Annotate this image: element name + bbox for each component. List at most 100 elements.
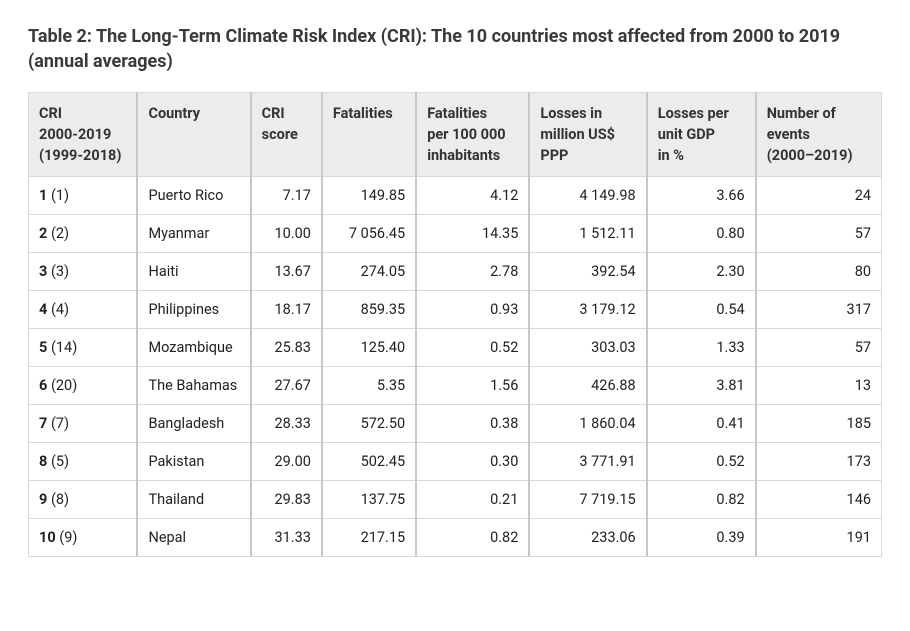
country-cell: Philippines	[137, 291, 250, 329]
column-header: Losses perunit GDPin %	[647, 93, 756, 177]
losses-pct-cell: 2.30	[647, 253, 756, 291]
table-row: 2 (2)Myanmar10.007 056.4514.351 512.110.…	[29, 215, 882, 253]
losses-pct-cell: 3.66	[647, 177, 756, 215]
cri-score-cell: 25.83	[251, 329, 322, 367]
rank-cell: 7 (7)	[29, 405, 138, 443]
table-body: 1 (1)Puerto Rico7.17149.854.124 149.983.…	[29, 177, 882, 557]
fatalities-per100k-cell: 14.35	[416, 215, 529, 253]
losses-pct-cell: 0.52	[647, 443, 756, 481]
fatalities-per100k-cell: 0.52	[416, 329, 529, 367]
losses-pct-cell: 0.82	[647, 481, 756, 519]
fatalities-cell: 137.75	[322, 481, 416, 519]
fatalities-per100k-cell: 1.56	[416, 367, 529, 405]
table-row: 8 (5)Pakistan29.00502.450.303 771.910.52…	[29, 443, 882, 481]
country-cell: Myanmar	[137, 215, 250, 253]
column-header: Fatalities	[322, 93, 416, 177]
column-header: CRIscore	[251, 93, 322, 177]
fatalities-cell: 149.85	[322, 177, 416, 215]
events-cell: 185	[756, 405, 882, 443]
country-cell: Nepal	[137, 519, 250, 557]
column-header: Losses inmillion US$PPP	[529, 93, 646, 177]
column-header: Fatalitiesper 100 000inhabitants	[416, 93, 529, 177]
rank-cell: 8 (5)	[29, 443, 138, 481]
fatalities-per100k-cell: 0.82	[416, 519, 529, 557]
fatalities-cell: 217.15	[322, 519, 416, 557]
cri-score-cell: 31.33	[251, 519, 322, 557]
fatalities-per100k-cell: 0.30	[416, 443, 529, 481]
table-header: CRI2000-2019(1999-2018)CountryCRIscoreFa…	[29, 93, 882, 177]
losses-cell: 4 149.98	[529, 177, 646, 215]
rank-cell: 4 (4)	[29, 291, 138, 329]
losses-pct-cell: 0.80	[647, 215, 756, 253]
fatalities-per100k-cell: 4.12	[416, 177, 529, 215]
country-cell: Bangladesh	[137, 405, 250, 443]
table-row: 9 (8)Thailand29.83137.750.217 719.150.82…	[29, 481, 882, 519]
fatalities-per100k-cell: 2.78	[416, 253, 529, 291]
cri-score-cell: 7.17	[251, 177, 322, 215]
losses-cell: 426.88	[529, 367, 646, 405]
cri-score-cell: 13.67	[251, 253, 322, 291]
column-header: CRI2000-2019(1999-2018)	[29, 93, 138, 177]
cri-score-cell: 10.00	[251, 215, 322, 253]
table-row: 4 (4)Philippines18.17859.350.933 179.120…	[29, 291, 882, 329]
losses-pct-cell: 0.54	[647, 291, 756, 329]
losses-pct-cell: 1.33	[647, 329, 756, 367]
fatalities-cell: 859.35	[322, 291, 416, 329]
table-row: 1 (1)Puerto Rico7.17149.854.124 149.983.…	[29, 177, 882, 215]
cri-score-cell: 29.83	[251, 481, 322, 519]
events-cell: 57	[756, 215, 882, 253]
table-row: 3 (3)Haiti13.67274.052.78392.542.3080	[29, 253, 882, 291]
events-cell: 24	[756, 177, 882, 215]
country-cell: Pakistan	[137, 443, 250, 481]
country-cell: Haiti	[137, 253, 250, 291]
table-row: 5 (14)Mozambique25.83125.400.52303.031.3…	[29, 329, 882, 367]
losses-pct-cell: 0.41	[647, 405, 756, 443]
rank-cell: 6 (20)	[29, 367, 138, 405]
losses-cell: 1 512.11	[529, 215, 646, 253]
fatalities-cell: 572.50	[322, 405, 416, 443]
cri-table: CRI2000-2019(1999-2018)CountryCRIscoreFa…	[28, 92, 882, 557]
events-cell: 173	[756, 443, 882, 481]
losses-cell: 233.06	[529, 519, 646, 557]
fatalities-cell: 125.40	[322, 329, 416, 367]
events-cell: 57	[756, 329, 882, 367]
losses-pct-cell: 0.39	[647, 519, 756, 557]
cri-score-cell: 28.33	[251, 405, 322, 443]
country-cell: Mozambique	[137, 329, 250, 367]
fatalities-per100k-cell: 0.38	[416, 405, 529, 443]
events-cell: 146	[756, 481, 882, 519]
rank-cell: 3 (3)	[29, 253, 138, 291]
losses-pct-cell: 3.81	[647, 367, 756, 405]
events-cell: 80	[756, 253, 882, 291]
events-cell: 317	[756, 291, 882, 329]
losses-cell: 3 771.91	[529, 443, 646, 481]
table-row: 7 (7)Bangladesh28.33572.500.381 860.040.…	[29, 405, 882, 443]
fatalities-cell: 7 056.45	[322, 215, 416, 253]
losses-cell: 303.03	[529, 329, 646, 367]
cri-score-cell: 18.17	[251, 291, 322, 329]
rank-cell: 10 (9)	[29, 519, 138, 557]
losses-cell: 3 179.12	[529, 291, 646, 329]
column-header: Number ofevents(2000–2019)	[756, 93, 882, 177]
rank-cell: 5 (14)	[29, 329, 138, 367]
rank-cell: 2 (2)	[29, 215, 138, 253]
column-header: Country	[137, 93, 250, 177]
losses-cell: 7 719.15	[529, 481, 646, 519]
table-row: 6 (20)The Bahamas27.675.351.56426.883.81…	[29, 367, 882, 405]
rank-cell: 1 (1)	[29, 177, 138, 215]
fatalities-cell: 502.45	[322, 443, 416, 481]
country-cell: Thailand	[137, 481, 250, 519]
fatalities-cell: 274.05	[322, 253, 416, 291]
events-cell: 13	[756, 367, 882, 405]
losses-cell: 392.54	[529, 253, 646, 291]
country-cell: Puerto Rico	[137, 177, 250, 215]
fatalities-cell: 5.35	[322, 367, 416, 405]
cri-score-cell: 27.67	[251, 367, 322, 405]
losses-cell: 1 860.04	[529, 405, 646, 443]
table-row: 10 (9)Nepal31.33217.150.82233.060.39191	[29, 519, 882, 557]
rank-cell: 9 (8)	[29, 481, 138, 519]
fatalities-per100k-cell: 0.93	[416, 291, 529, 329]
table-title: Table 2: The Long-Term Climate Risk Inde…	[28, 24, 868, 74]
fatalities-per100k-cell: 0.21	[416, 481, 529, 519]
cri-score-cell: 29.00	[251, 443, 322, 481]
